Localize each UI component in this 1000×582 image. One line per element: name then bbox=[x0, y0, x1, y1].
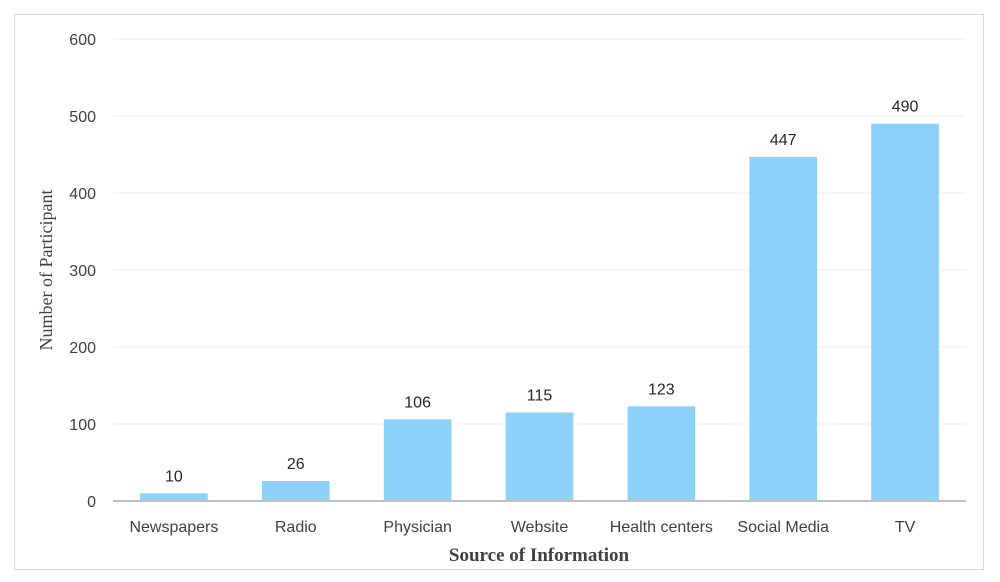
x-tick-label: Website bbox=[511, 519, 569, 536]
data-label: 447 bbox=[770, 132, 797, 149]
y-tick-label: 100 bbox=[69, 417, 96, 434]
data-label: 106 bbox=[404, 394, 431, 411]
chart-frame bbox=[14, 14, 984, 570]
bar bbox=[627, 406, 696, 501]
y-tick-label: 500 bbox=[69, 109, 96, 126]
x-axis-ticks: Newspapers Radio Physician Website Health ce… bbox=[129, 519, 915, 536]
x-tick-label: Health centers bbox=[610, 519, 713, 536]
data-label: 115 bbox=[527, 387, 553, 404]
data-labels: 10 26 106 115 123 447 490 bbox=[165, 99, 918, 486]
x-tick-label: Physician bbox=[383, 519, 451, 536]
bar bbox=[871, 123, 939, 501]
y-axis-title: Number of Participant bbox=[36, 190, 56, 351]
x-tick-label: Radio bbox=[275, 519, 317, 536]
y-tick-label: 300 bbox=[69, 263, 96, 280]
bar bbox=[140, 493, 208, 501]
data-label: 490 bbox=[892, 99, 919, 116]
y-tick-label: 200 bbox=[69, 340, 96, 357]
data-label: 123 bbox=[648, 381, 675, 398]
x-tick-label: TV bbox=[895, 519, 916, 536]
data-label: 26 bbox=[287, 456, 305, 473]
data-label: 10 bbox=[165, 468, 183, 485]
y-tick-label: 600 bbox=[69, 32, 96, 49]
bar bbox=[261, 480, 330, 501]
y-tick-label: 400 bbox=[69, 186, 96, 203]
y-axis-ticks: 0 100 200 300 400 500 600 bbox=[69, 32, 96, 511]
gridlines bbox=[113, 38, 966, 425]
bar bbox=[505, 412, 574, 501]
bar bbox=[749, 156, 818, 501]
x-tick-label: Newspapers bbox=[129, 519, 218, 536]
bars bbox=[140, 123, 939, 501]
x-tick-label: Social Media bbox=[737, 519, 829, 536]
x-axis-title: Source of Information bbox=[449, 545, 630, 566]
y-tick-label: 0 bbox=[87, 494, 96, 511]
bar bbox=[383, 419, 452, 501]
